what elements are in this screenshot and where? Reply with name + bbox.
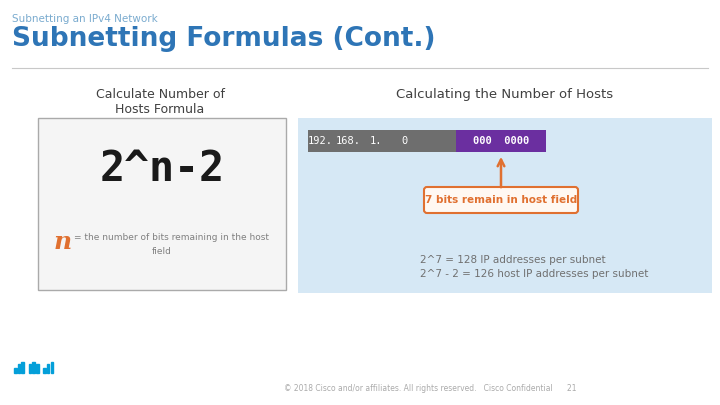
Text: 1.: 1. xyxy=(370,136,382,146)
Text: 7 bits remain in host field: 7 bits remain in host field xyxy=(425,195,577,205)
Text: © 2018 Cisco and/or affiliates. All rights reserved.   Cisco Confidential      2: © 2018 Cisco and/or affiliates. All righ… xyxy=(284,384,576,393)
Text: 000  0000: 000 0000 xyxy=(473,136,529,146)
Text: 2^7 - 2 = 126 host IP addresses per subnet: 2^7 - 2 = 126 host IP addresses per subn… xyxy=(420,269,649,279)
Bar xyxy=(36,364,38,373)
Bar xyxy=(47,364,50,373)
Bar xyxy=(38,118,286,290)
Text: Calculating the Number of Hosts: Calculating the Number of Hosts xyxy=(397,88,613,101)
Bar xyxy=(18,364,20,373)
Text: 2^7 = 128 IP addresses per subnet: 2^7 = 128 IP addresses per subnet xyxy=(420,255,606,265)
Text: field: field xyxy=(152,247,172,256)
Bar xyxy=(43,368,45,373)
Text: = the number of bits remaining in the host: = the number of bits remaining in the ho… xyxy=(74,233,269,242)
Bar xyxy=(32,362,35,373)
Text: Subnetting an IPv4 Network: Subnetting an IPv4 Network xyxy=(12,14,158,24)
Bar xyxy=(14,368,17,373)
Bar xyxy=(50,362,53,373)
Bar xyxy=(308,130,456,152)
Text: Subnetting Formulas (Cont.): Subnetting Formulas (Cont.) xyxy=(12,26,436,52)
Text: 2^n-2: 2^n-2 xyxy=(99,148,225,190)
Bar xyxy=(29,364,31,373)
Text: Calculate Number of
Hosts Formula: Calculate Number of Hosts Formula xyxy=(96,88,225,116)
Bar xyxy=(22,362,24,373)
Text: n: n xyxy=(54,230,72,254)
Text: 0: 0 xyxy=(401,136,407,146)
Bar xyxy=(298,118,712,293)
Bar xyxy=(456,130,546,152)
Text: 192.: 192. xyxy=(307,136,333,146)
FancyBboxPatch shape xyxy=(424,187,578,213)
Text: 168.: 168. xyxy=(336,136,361,146)
